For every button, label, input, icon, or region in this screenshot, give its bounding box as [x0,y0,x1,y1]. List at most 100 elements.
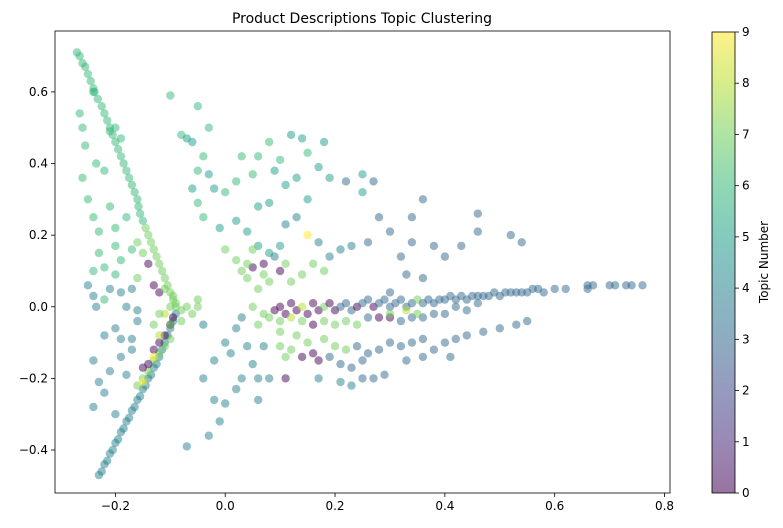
scatter-point [347,381,356,390]
scatter-point [440,309,450,319]
scatter-point [396,252,406,261]
colorbar-tick-label: 1 [742,435,750,449]
scatter-point [275,302,285,311]
scatter-point [204,123,213,132]
scatter-point [78,123,87,132]
scatter-point [127,180,137,190]
scatter-point [157,266,167,276]
x-axis: −0.2 0.0 0.2 0.4 0.6 0.8 [101,493,674,513]
scatter-point [286,130,296,140]
scatter-point [303,309,312,319]
scatter-point [512,320,521,329]
scatter-point [374,345,384,354]
scatter-point [440,338,450,347]
scatter-point [358,188,367,197]
scatter-point [297,316,307,326]
scatter-point [221,338,230,347]
scatter-point [418,352,428,362]
scatter-point [539,288,548,297]
scatter-point [122,370,131,379]
scatter-point [446,352,455,362]
scatter-point [627,281,636,290]
scatter-point [319,137,329,147]
y-tick-label: 0.6 [29,85,48,99]
scatter-point [385,288,395,297]
scatter-point [232,216,241,225]
scatter-point [97,102,106,111]
scatter-point [149,345,158,354]
scatter-point [135,392,145,401]
scatter-points [72,48,647,480]
scatter-point [204,431,213,440]
scatter-point [75,109,84,118]
scatter-point [155,331,164,340]
scatter-point [352,342,362,351]
scatter-point [182,442,191,451]
scatter-point [94,377,104,387]
scatter-point [402,356,411,365]
scatter-point [336,245,345,254]
scatter-point [473,227,482,236]
scatter-point [270,252,279,261]
scatter-point [89,213,98,222]
scatter-point [418,273,428,283]
scatter-point [130,402,139,412]
scatter-point [134,202,143,211]
scatter-point [243,227,252,236]
scatter-point [210,395,219,405]
scatter-point [550,284,559,294]
scatter-point [462,306,471,315]
scatter-point [297,352,307,362]
x-tick-label: −0.2 [101,499,130,513]
scatter-point [341,177,351,186]
scatter-point [237,152,246,161]
scatter-point [133,195,142,204]
scatter-point [254,320,263,329]
scatter-point [319,266,329,276]
colorbar-frame [711,31,736,494]
scatter-point [94,227,104,236]
scatter-point [506,230,515,240]
scatter-point [89,356,98,365]
scatter-point [133,316,142,326]
scatter-point [319,334,329,344]
scatter-point [116,288,126,297]
scatter-point [78,173,87,182]
scatter-point [193,295,202,304]
colorbar-tick-label: 8 [742,76,750,90]
scatter-point [105,367,115,376]
scatter-point [171,299,180,308]
scatter-point [265,198,274,208]
scatter-point [330,342,340,351]
scatter-point [385,338,395,347]
scatter-point [479,327,488,336]
scatter-point [122,302,131,311]
scatter-point [583,284,592,294]
scatter-point [292,213,301,222]
scatter-point [193,198,202,208]
scatter-point [113,145,123,154]
scatter-point [127,334,137,344]
scatter-point [325,299,334,308]
scatter-point [385,227,395,236]
scatter-point [155,338,164,347]
scatter-point [100,263,109,272]
scatter-point [281,352,290,362]
scatter-point [141,223,150,233]
colorbar-tick-label: 7 [742,127,750,141]
scatter-point [347,241,356,251]
scatter-point [119,159,128,168]
scatter-point [561,284,570,294]
scatter-point [275,266,285,276]
plot-area: −0.2 0.0 0.2 0.4 0.6 0.8 −0.4 −0.2 0.0 0.2 0.4 0.6 [19,30,674,513]
scatter-point [122,213,131,222]
scatter-point [265,137,274,147]
scatter-point [100,295,109,304]
scatter-point [303,338,312,347]
scatter-point [237,313,246,322]
scatter-point [100,109,109,118]
scatter-point [149,245,158,254]
scatter-point [363,313,373,322]
scatter-point [248,359,257,369]
scatter-point [308,299,318,308]
